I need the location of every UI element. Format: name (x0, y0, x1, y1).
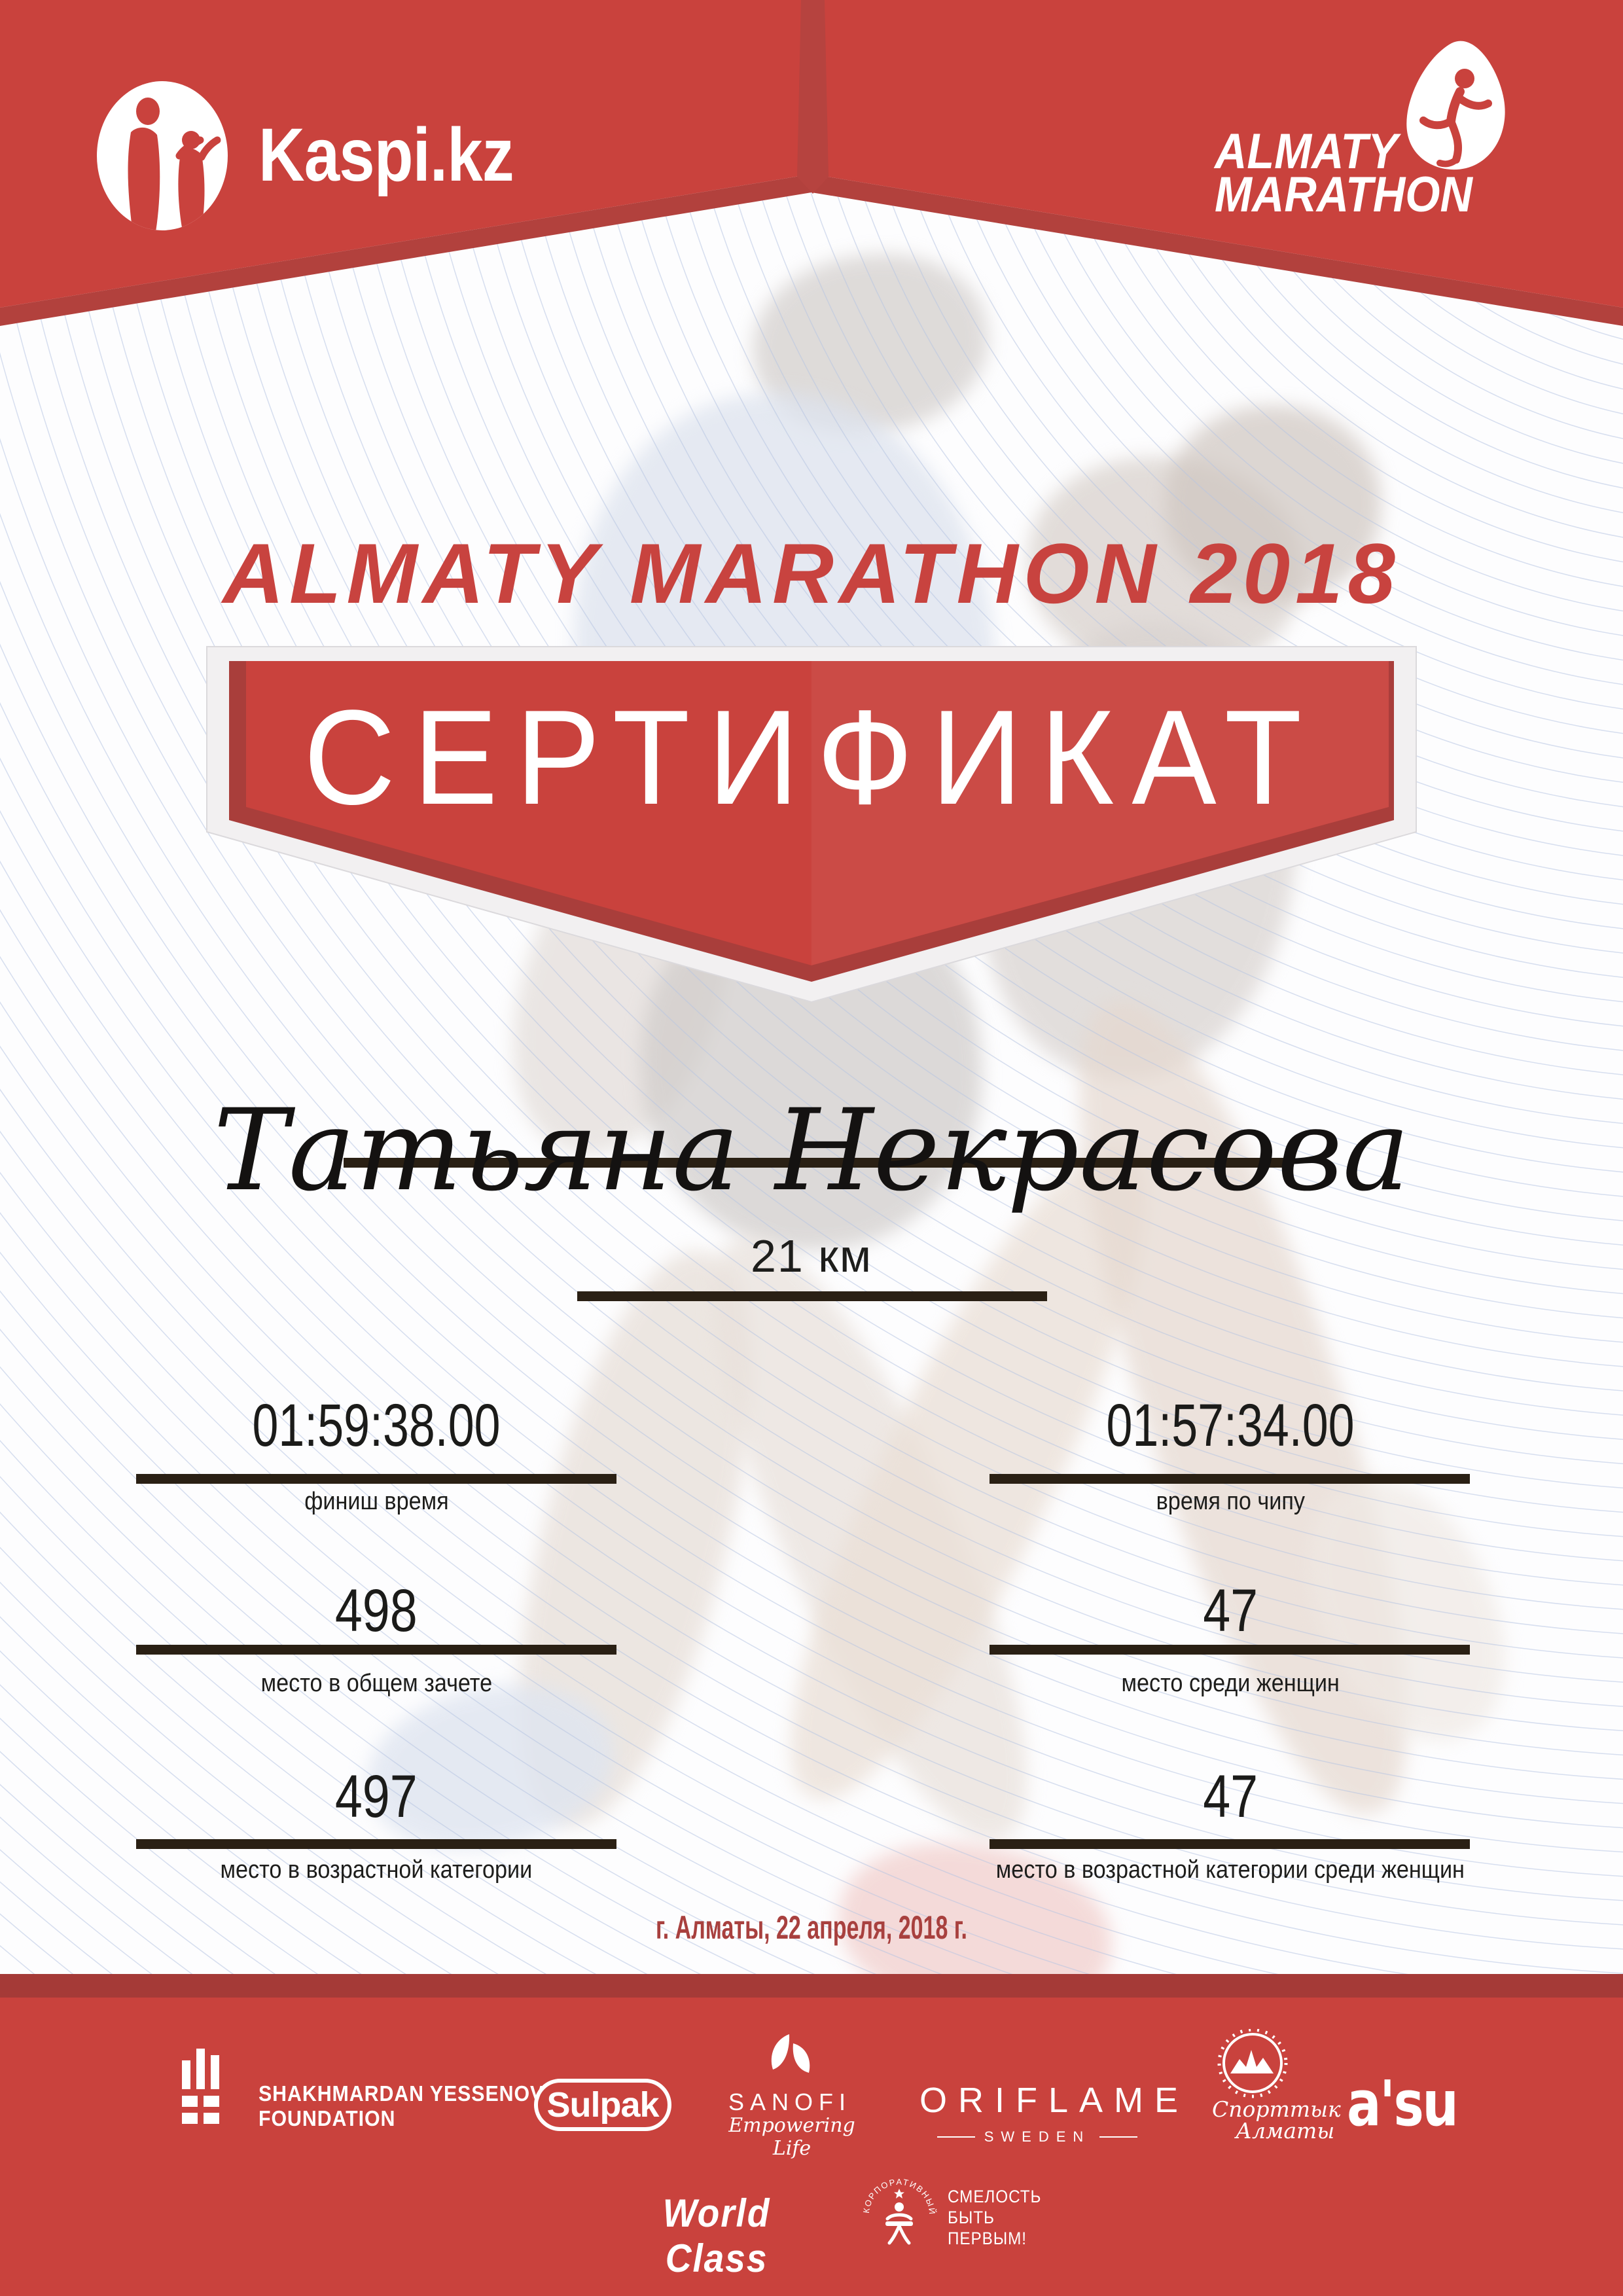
oriflame-logo: ORIFLAME SWEDEN (919, 2080, 1178, 2145)
sanofi-tagline-row: Empowering Life (720, 2114, 864, 2160)
sanofi-tagline: Empowering Life (728, 2114, 855, 2160)
world-class-logo: World Class (618, 2191, 815, 2281)
stat-label-text: финиш время (304, 1488, 449, 1515)
fund-text: СМЕЛОСТЬ БЫТЬ ПЕРВЫМ! (948, 2186, 1052, 2249)
stat-rule (990, 1474, 1470, 1484)
stat-chip-time-label: время по чипу (969, 1489, 1492, 1514)
yessenov-line2: FOUNDATION (259, 2106, 396, 2130)
stat-age-women-place-label: место в возрастной категории среди женщи… (969, 1857, 1492, 1882)
fund-line2: БЫТЬ (948, 2208, 995, 2227)
banner-center-fold (797, 0, 829, 194)
stat-label-text: время по чипу (1156, 1488, 1305, 1515)
sport-almaty-line1: Спорттык (1212, 2096, 1341, 2122)
oriflame-subtitle: SWEDEN (984, 2128, 1091, 2145)
stat-label-text: место среди женщин (1121, 1670, 1340, 1697)
ribbon-face (246, 661, 1389, 965)
oriflame-subtitle-row: SWEDEN (919, 2128, 1155, 2145)
certificate-label-row: СЕРТИФИКАТ (0, 683, 1623, 833)
stat-chip-time: 01:57:34.00 (969, 1395, 1492, 1456)
stat-label-text: место в возрастной категории (220, 1856, 533, 1884)
stat-label-text: место в возрастной категории среди женщи… (995, 1856, 1465, 1884)
kaspi-logo-text: Kaspi.kz (259, 112, 559, 198)
ribbon-center-seam (812, 661, 1389, 965)
distance-underline (577, 1291, 1047, 1301)
stat-age-place: 497 (115, 1767, 638, 1827)
stat-finish-time-value: 01:59:38.00 (252, 1392, 501, 1459)
participant-name-row: Татьяна Некрасова (0, 1085, 1623, 1216)
sport-almaty-text: Спорттык Алматы (1212, 2098, 1341, 2142)
header-banner (0, 0, 1623, 326)
stat-women-place-value: 47 (1203, 1577, 1258, 1644)
asu-label: a'su (1347, 2068, 1459, 2140)
certificate-ribbon (206, 646, 1417, 1003)
event-title-row: ALMATY MARATHON 2018 (0, 524, 1623, 622)
almaty-marathon-logo-text: ALMATY (1215, 123, 1418, 180)
almaty-marathon-logo-text2: MARATHON (1215, 166, 1501, 223)
stat-finish-time: 01:59:38.00 (115, 1395, 638, 1456)
date-line: г. Алматы, 22 апреля, 2018 г. (656, 1909, 967, 1946)
stat-overall-place-value: 498 (335, 1577, 418, 1644)
kaspi-logo-label: Kaspi.kz (259, 113, 514, 197)
stat-rule (136, 1645, 616, 1655)
date-row: г. Алматы, 22 апреля, 2018 г. (0, 1909, 1623, 1946)
world-class-label: World Class (662, 2191, 771, 2280)
footer-band (0, 1998, 1623, 2296)
oriflame-name: ORIFLAME (919, 2081, 1190, 2120)
runner-photo-shape (1165, 406, 1381, 602)
stat-rule (136, 1474, 616, 1484)
name-underline (344, 1158, 1284, 1168)
distance-value: 21 км (750, 1230, 873, 1282)
stat-label-text: место в общем зачете (260, 1670, 492, 1697)
marathon-logo-line1: ALMATY (1215, 124, 1398, 179)
event-title: ALMATY MARATHON 2018 (223, 526, 1400, 621)
stat-overall-place-label: место в общем зачете (115, 1671, 638, 1696)
kaspi-logo-icon (97, 81, 228, 230)
stat-rule (990, 1645, 1470, 1655)
asu-logo: a'su (1347, 2068, 1481, 2140)
fund-star-icon (894, 2189, 904, 2198)
sport-almaty-line2: Алматы (1236, 2118, 1335, 2144)
marathon-logo-line2: MARATHON (1215, 167, 1472, 223)
stat-age-women-place-value: 47 (1203, 1763, 1258, 1830)
almaty-marathon-logo-icon (1406, 41, 1505, 170)
stat-overall-place: 498 (115, 1581, 638, 1641)
footer-shadow-strip (0, 1974, 1623, 1998)
sanofi-name: SANOFI (728, 2089, 851, 2115)
participant-name: Татьяна Некрасова (213, 1085, 1410, 1216)
fund-line3: ПЕРВЫМ! (948, 2229, 1027, 2248)
distance-row: 21 км (0, 1230, 1623, 1282)
stat-age-women-place: 47 (969, 1767, 1492, 1827)
stat-rule (136, 1839, 616, 1849)
sulpak-logo: Sulpak (534, 2079, 671, 2131)
stat-women-place: 47 (969, 1581, 1492, 1641)
oriflame-rule-right (1099, 2136, 1138, 2138)
sport-almaty-icon (1217, 2029, 1288, 2098)
stat-women-place-label: место среди женщин (969, 1671, 1492, 1696)
fund-line1: СМЕЛОСТЬ (948, 2187, 1042, 2206)
sanofi-name-row: SANOFI (724, 2089, 855, 2116)
yessenov-foundation-icon (182, 2049, 228, 2130)
stat-finish-time-label: финиш время (115, 1489, 638, 1514)
sanofi-bird-icon (771, 2034, 810, 2073)
yessenov-foundation-text: SHAKHMARDAN YESSENOV FOUNDATION (259, 2081, 569, 2131)
sulpak-label: Sulpak (546, 2085, 659, 2125)
stat-age-place-label: место в возрастной категории (115, 1857, 638, 1882)
stat-chip-time-value: 01:57:34.00 (1106, 1392, 1355, 1459)
yessenov-line1: SHAKHMARDAN YESSENOV (259, 2081, 544, 2106)
stat-rule (990, 1839, 1470, 1849)
certificate-label: СЕРТИФИКАТ (303, 682, 1320, 833)
fund-icon: КОРПОРАТИВНЫЙ ФОНД (856, 2169, 936, 2245)
stat-age-place-value: 497 (335, 1763, 418, 1830)
oriflame-rule-left (936, 2136, 975, 2138)
